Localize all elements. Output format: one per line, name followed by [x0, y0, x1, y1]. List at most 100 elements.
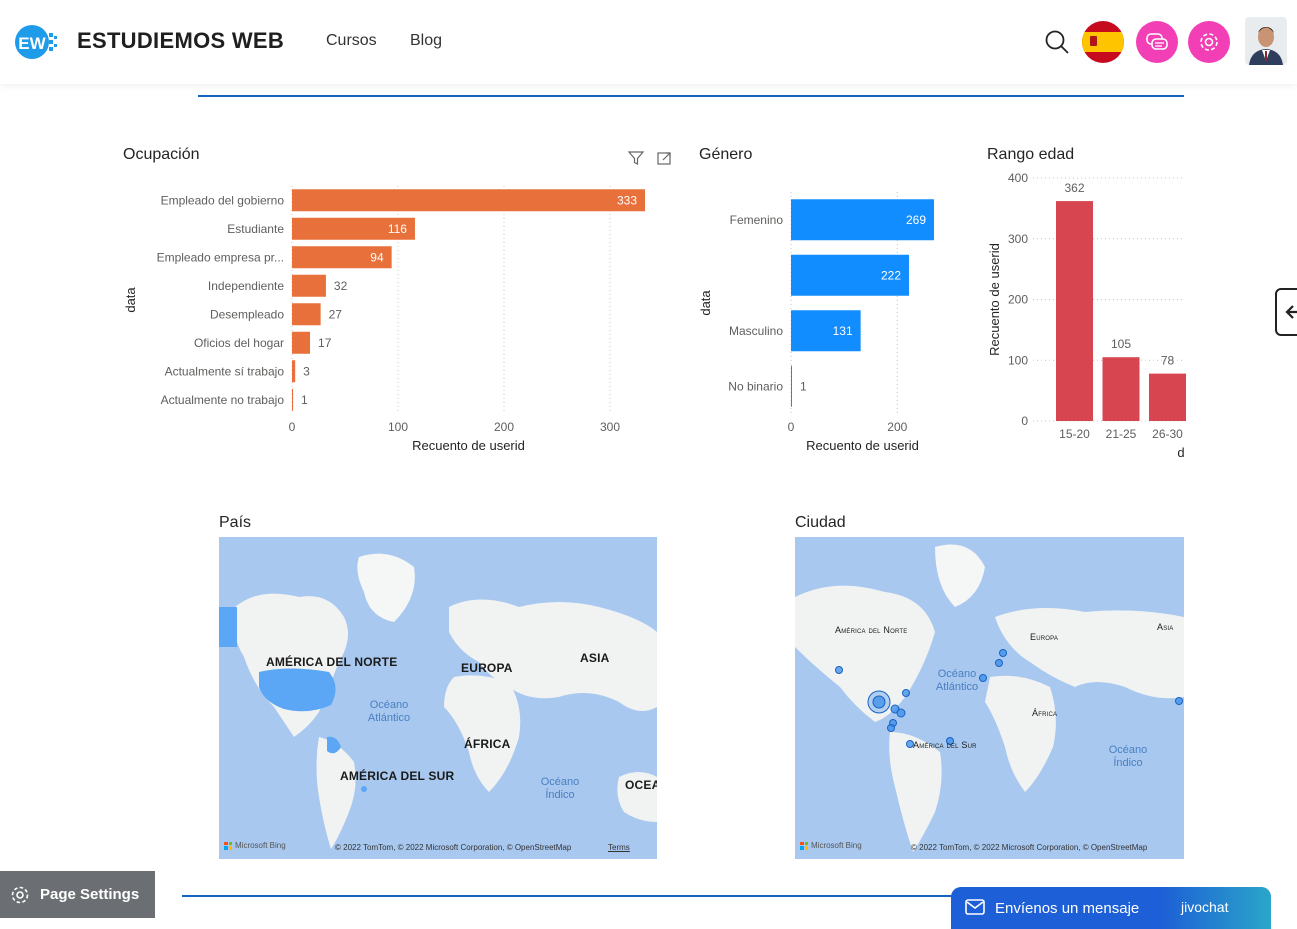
bing-logo: Microsoft Bing [224, 841, 286, 850]
category-label: Masculino [729, 324, 783, 338]
ciudad-title: Ciudad [795, 514, 846, 531]
page-settings-button[interactable]: Page Settings [0, 871, 155, 918]
genero-title: Género [699, 146, 753, 163]
chat-widget-bar[interactable]: Envíenos un mensaje jivochat [951, 887, 1271, 929]
bar [1149, 373, 1186, 421]
nav-blog[interactable]: Blog [410, 32, 443, 49]
category-label: Femenino [730, 213, 784, 227]
x-tick-label: 100 [388, 420, 408, 434]
x-tick-label: 200 [887, 420, 907, 434]
x-tick-label: 200 [494, 420, 514, 434]
bar [791, 199, 934, 241]
chat-icon[interactable] [1136, 21, 1178, 63]
x-axis-title: Recuento de userid [412, 438, 525, 453]
collapse-panel-tab[interactable] [1275, 288, 1297, 336]
x-axis-title: d [1177, 445, 1184, 460]
map-label-europe: Europa [1030, 632, 1059, 642]
ocupacion-bar-chart: 0 100 200 300 Empleado del gobierno 333 Estudi… [123, 186, 645, 453]
map-label-atlantic: Océano Atlántico [367, 699, 411, 724]
rango-edad-title: Rango edad [987, 146, 1075, 163]
category-label: Empleado empresa pr... [157, 250, 284, 264]
map-attribution[interactable]: © 2022 TomTom, © 2022 Microsoft Corporat… [911, 843, 1148, 852]
bar [292, 388, 294, 411]
bar [791, 254, 910, 296]
map-label-indian: Océano Índico [540, 776, 580, 801]
gear-icon [11, 886, 29, 903]
pais-map[interactable]: AMÉRICA DEL NORTE EUROPA ASIA ÁFRICA AMÉ… [219, 537, 657, 859]
data-label: 269 [906, 213, 926, 227]
map-label-north-america: AMÉRICA DEL NORTE [266, 655, 398, 669]
map-label-asia: Asia [1157, 622, 1174, 632]
category-label: 26-30 [1152, 427, 1183, 441]
settings-icon[interactable] [1188, 21, 1230, 63]
focus-mode-icon[interactable] [656, 150, 673, 172]
bar [292, 217, 415, 240]
bar [292, 303, 321, 326]
data-label: 362 [1064, 181, 1084, 195]
brand-name[interactable]: ESTUDIEMOS WEB [77, 28, 285, 53]
map-terms-link[interactable]: Terms [608, 843, 630, 852]
data-label: 1 [800, 379, 807, 393]
site-logo[interactable]: EW [11, 24, 57, 60]
data-label: 32 [334, 279, 348, 293]
data-label: 105 [1111, 337, 1131, 351]
ocupacion-title: Ocupación [123, 146, 200, 163]
pais-title: País [219, 514, 252, 531]
bar [292, 246, 392, 269]
logo-text: EW [18, 34, 46, 53]
data-label: 116 [388, 222, 407, 236]
map-label-south-america: América del Sur [913, 740, 977, 750]
category-label: Independiente [208, 279, 284, 293]
category-label: Empleado del gobierno [161, 193, 285, 207]
data-label: 78 [1161, 354, 1175, 368]
genero-bar-chart: 0 200 Femenino 269 222 Masculino 131 No binario… [698, 192, 934, 453]
y-tick-label: 300 [1008, 232, 1028, 246]
y-axis-title: Recuento de userid [987, 243, 1002, 356]
microsoft-logo-icon [800, 841, 808, 850]
map-label-africa: África [1032, 708, 1058, 718]
data-label: 131 [833, 324, 853, 338]
category-label: Desempleado [210, 307, 284, 321]
bar [292, 331, 311, 354]
filter-icon[interactable] [627, 149, 645, 172]
bar [1056, 201, 1093, 421]
bing-text: Microsoft Bing [811, 841, 862, 850]
page-settings-label: Page Settings [40, 886, 140, 903]
ciudad-bubbles [835, 649, 1183, 748]
search-icon[interactable] [1044, 29, 1070, 55]
map-label-oceania: OCEA [625, 778, 657, 792]
microsoft-logo-icon [224, 841, 232, 850]
map-label-south-america: AMÉRICA DEL SUR [340, 769, 455, 783]
y-tick-label: 100 [1008, 353, 1028, 367]
x-tick-label: 0 [289, 420, 296, 434]
map-label-asia: ASIA [580, 651, 610, 665]
mail-icon [965, 899, 985, 920]
map-label-atlantic: Océano Atlántico [935, 668, 979, 693]
category-label: 15-20 [1059, 427, 1090, 441]
ciudad-map[interactable]: América del Norte Europa Asia África Amé… [795, 537, 1184, 859]
spain-flag-icon[interactable] [1082, 21, 1124, 63]
map-label-europe: EUROPA [461, 661, 513, 675]
y-tick-label: 200 [1008, 293, 1028, 307]
chat-brand-strip [1161, 887, 1271, 929]
bing-logo: Microsoft Bing [800, 841, 862, 850]
bing-text: Microsoft Bing [235, 841, 286, 850]
map-label-indian: Océano Índico [1108, 744, 1148, 769]
rango-edad-column-chart: 0 100 200 300 400 362 15-20 105 21-25 78 26-30 d Rec… [987, 171, 1186, 460]
map-label-africa: ÁFRICA [464, 737, 511, 751]
pais-map-land [219, 553, 657, 849]
category-label: Estudiante [227, 222, 284, 236]
map-label-north-america: América del Norte [835, 625, 908, 635]
top-divider [198, 95, 1184, 97]
data-label: 333 [617, 193, 637, 207]
map-attribution[interactable]: © 2022 TomTom, © 2022 Microsoft Corporat… [335, 843, 572, 852]
nav-cursos[interactable]: Cursos [326, 32, 377, 49]
bottom-divider [182, 895, 982, 897]
y-axis-title: data [698, 290, 713, 316]
site-header: EW ESTUDIEMOS WEB Cursos Blog [0, 0, 1297, 84]
user-avatar[interactable] [1245, 17, 1287, 65]
category-label: No binario [728, 379, 783, 393]
x-axis-title: Recuento de userid [806, 438, 919, 453]
data-label: 94 [370, 250, 384, 264]
bar [791, 365, 792, 407]
